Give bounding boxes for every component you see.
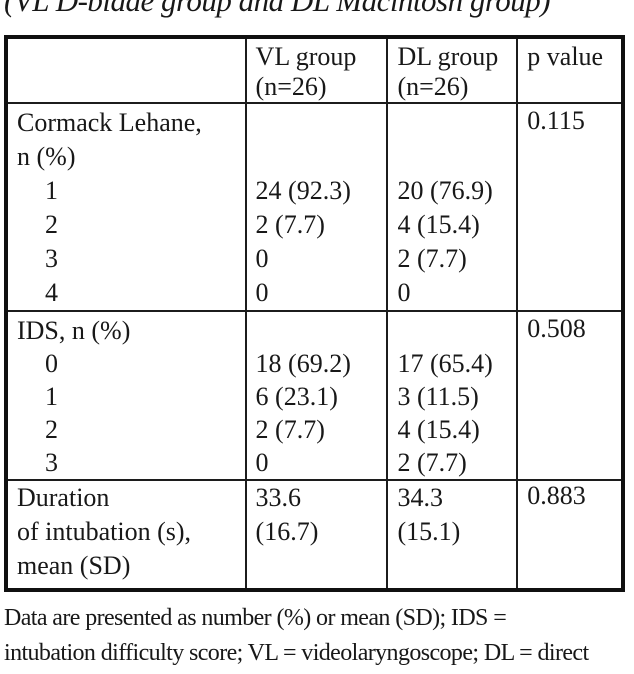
cormack-dl-1: 20 (76.9): [397, 176, 493, 205]
header-row: VL group (n=26) DL group (n=26) p value: [5, 36, 624, 104]
ids-score-1: 1: [45, 382, 58, 411]
cormack-dl-2: 4 (15.4): [397, 210, 480, 239]
duration-label-line3: mean (SD): [17, 551, 131, 580]
cormack-grade-3: 3: [45, 244, 58, 273]
cormack-dl-3: 2 (7.7): [397, 244, 467, 273]
cormack-vl-1: 24 (92.3): [255, 176, 351, 205]
ids-pvalue: 0.508: [516, 310, 624, 481]
duration-dl-sd: (15.1): [397, 517, 461, 546]
table-footnote: Data are presented as number (%) or mean…: [4, 601, 634, 674]
cormack-vl-2: 2 (7.7): [255, 210, 325, 239]
col-header-dl-line1: DL group: [397, 42, 499, 71]
ids-score-3: 3: [45, 448, 58, 477]
row-cormack-lehane: Cormack Lehane, n (%) 1 2 3 4 24 (92.3) …: [5, 102, 624, 312]
ids-dl-cell: 17 (65.4) 3 (11.5) 4 (15.4) 2 (7.7): [386, 310, 519, 481]
footnote-line2: intubation difficulty score; VL = videol…: [4, 640, 589, 666]
ids-score-0: 0: [45, 349, 58, 378]
ids-dl-1: 3 (11.5): [397, 382, 479, 411]
duration-label-cell: Duration of intubation (s), mean (SD): [5, 479, 247, 591]
ids-dl-3: 2 (7.7): [397, 448, 467, 477]
col-header-vl-line2: (n=26): [255, 72, 327, 101]
ids-dl-2: 4 (15.4): [397, 415, 480, 444]
ids-score-2: 2: [45, 415, 58, 444]
ids-label-cell: IDS, n (%) 0 1 2 3: [5, 310, 247, 481]
col-header-vl-line1: VL group: [255, 42, 357, 71]
cormack-grade-1: 1: [45, 176, 58, 205]
duration-vl-mean: 33.6: [255, 483, 302, 512]
duration-vl-cell: 33.6 (16.7): [244, 479, 389, 591]
cormack-pvalue: 0.115: [516, 102, 624, 312]
cormack-vl-3: 0: [255, 244, 269, 273]
ids-vl-0: 18 (69.2): [255, 349, 351, 378]
ids-vl-2: 2 (7.7): [255, 415, 325, 444]
duration-pvalue: 0.883: [516, 479, 624, 591]
cormack-label-line2: n (%): [17, 142, 76, 171]
ids-vl-1: 6 (23.1): [255, 382, 338, 411]
duration-dl-cell: 34.3 (15.1): [386, 479, 519, 591]
cormack-label-cell: Cormack Lehane, n (%) 1 2 3 4: [5, 102, 247, 312]
duration-label-line2: of intubation (s),: [17, 517, 192, 546]
cormack-dl-4: 0: [397, 278, 411, 307]
ids-vl-cell: 18 (69.2) 6 (23.1) 2 (7.7) 0: [244, 310, 389, 481]
duration-dl-mean: 34.3: [397, 483, 443, 512]
duration-label-line1: Duration: [17, 483, 110, 512]
table-title-clipped: (VL D-blade group and DL Macintosh group…: [4, 0, 634, 22]
cormack-label-line1: Cormack Lehane,: [17, 108, 202, 137]
col-header-dl-line2: (n=26): [397, 72, 469, 101]
footnote-line1: Data are presented as number (%) or mean…: [4, 605, 507, 631]
corner-cell: [5, 36, 247, 104]
cormack-grade-2: 2: [45, 210, 58, 239]
cormack-dl-cell: 20 (76.9) 4 (15.4) 2 (7.7) 0: [386, 102, 519, 312]
ids-vl-3: 0: [255, 448, 269, 477]
ids-dl-0: 17 (65.4): [397, 349, 493, 378]
row-duration: Duration of intubation (s), mean (SD) 33…: [5, 479, 624, 591]
col-header-pvalue: p value: [516, 36, 624, 104]
cormack-grade-4: 4: [45, 278, 58, 307]
col-header-dl: DL group (n=26): [386, 36, 519, 104]
results-table: VL group (n=26) DL group (n=26) p value …: [4, 35, 625, 592]
duration-vl-sd: (16.7): [255, 517, 319, 546]
ids-label: IDS, n (%): [17, 316, 131, 345]
row-ids: IDS, n (%) 0 1 2 3 18 (69.2) 6 (23.1) 2 …: [5, 310, 624, 481]
cormack-vl-4: 0: [255, 278, 269, 307]
table-title: (VL D-blade group and DL Macintosh group…: [4, 0, 551, 18]
col-header-vl: VL group (n=26): [244, 36, 389, 104]
cormack-vl-cell: 24 (92.3) 2 (7.7) 0 0: [244, 102, 389, 312]
